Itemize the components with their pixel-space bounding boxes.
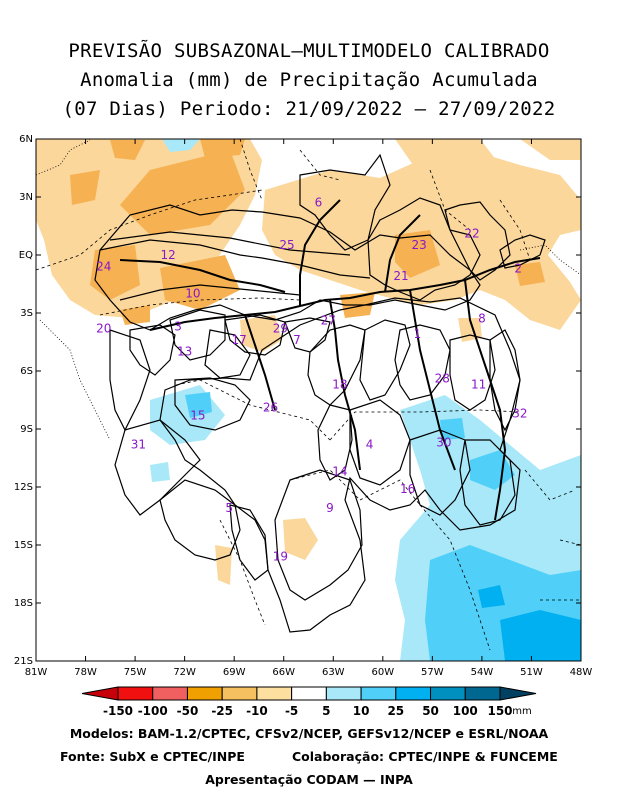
basin-label: 5 bbox=[225, 501, 233, 515]
colorbar-label: 10 bbox=[353, 704, 370, 718]
lat-label: EQ bbox=[19, 250, 33, 261]
colorbar-swatch bbox=[325, 686, 362, 701]
colorbar-label: 50 bbox=[422, 704, 439, 718]
lat-label: 12S bbox=[14, 482, 33, 493]
colorbar-swatch bbox=[256, 686, 293, 701]
basin-label: 7 bbox=[293, 333, 301, 347]
colorbar-swatch bbox=[291, 686, 327, 701]
basin-label: 6 bbox=[315, 196, 323, 210]
basin-label: 20 bbox=[96, 321, 111, 335]
colorbar-label: -150 bbox=[103, 704, 133, 718]
basin-label: 11 bbox=[471, 377, 486, 391]
colorbar: -150 -100 -50 -25 -10 -5 5 10 25 50 100 150 mm bbox=[81, 686, 537, 718]
major-rivers bbox=[119, 199, 541, 521]
basin-outlines bbox=[94, 153, 546, 633]
basin-label: 13 bbox=[177, 345, 192, 359]
basin-label: 19 bbox=[273, 549, 288, 563]
lon-label: 54W bbox=[471, 667, 494, 678]
colorbar-label: -10 bbox=[246, 704, 268, 718]
basin-label: 8 bbox=[478, 312, 486, 326]
lon-label: 75W bbox=[124, 667, 147, 678]
map-frame bbox=[35, 138, 582, 662]
lat-label: 6S bbox=[20, 366, 33, 377]
lon-label: 81W bbox=[25, 667, 48, 678]
political-boundaries bbox=[36, 139, 581, 651]
title-line-3: (07 Dias) Periodo: 21/09/2022 — 27/09/20… bbox=[62, 98, 556, 120]
colorbar-label: 100 bbox=[453, 704, 478, 718]
colorbar-label: -50 bbox=[177, 704, 199, 718]
coastline bbox=[36, 139, 581, 441]
lon-label: 48W bbox=[570, 667, 593, 678]
basin-label: 31 bbox=[131, 437, 146, 451]
colorbar-label: 25 bbox=[387, 704, 404, 718]
colorbar-high-arrow bbox=[499, 686, 537, 701]
lat-label: 6N bbox=[19, 134, 33, 145]
basin-label: 1 bbox=[414, 327, 422, 341]
colorbar-swatch bbox=[221, 686, 258, 701]
basin-label: 12 bbox=[160, 248, 175, 262]
basin-label: 28 bbox=[435, 372, 450, 386]
colorbar-label: -5 bbox=[285, 704, 298, 718]
colorbar-swatch bbox=[395, 686, 432, 701]
lat-label: 9S bbox=[20, 424, 33, 435]
basin-label: 22 bbox=[464, 227, 479, 241]
lat-label: 15S bbox=[14, 540, 33, 551]
footer-source: Fonte: SubX e CPTEC/INPE bbox=[60, 749, 245, 764]
colorbar-label: -100 bbox=[138, 704, 168, 718]
basin-label: 10 bbox=[185, 287, 200, 301]
lon-label: 57W bbox=[421, 667, 444, 678]
title-line-1: PREVISÃO SUBSAZONAL—MULTIMODELO CALIBRAD… bbox=[68, 40, 550, 62]
basin-label: 16 bbox=[400, 482, 415, 496]
lon-label: 60W bbox=[372, 667, 395, 678]
basin-label: 9 bbox=[326, 501, 334, 515]
basin-label: 27 bbox=[321, 314, 336, 328]
lon-label: 51W bbox=[520, 667, 543, 678]
lat-label: 18S bbox=[14, 598, 33, 609]
basin-label: 4 bbox=[366, 437, 374, 451]
lon-label: 72W bbox=[173, 667, 196, 678]
colorbar-label: 5 bbox=[322, 704, 330, 718]
basin-label: 32 bbox=[512, 406, 527, 420]
basin-label: 24 bbox=[96, 259, 111, 273]
basin-label: 21 bbox=[393, 269, 408, 283]
colorbar-low-arrow bbox=[81, 686, 119, 701]
lat-label: 21S bbox=[14, 656, 33, 667]
basin-label: 29 bbox=[273, 321, 288, 335]
basin-labels: 1234567891011121314151617181920212223242… bbox=[96, 196, 527, 564]
basin-label: 15 bbox=[190, 408, 205, 422]
lon-label: 63W bbox=[322, 667, 345, 678]
lon-label: 78W bbox=[74, 667, 97, 678]
lat-label: 3N bbox=[19, 192, 33, 203]
colorbar-unit: mm bbox=[512, 706, 531, 717]
basin-label: 25 bbox=[279, 238, 294, 252]
basin-label: 2 bbox=[514, 261, 522, 275]
footer-collaboration: Colaboração: CPTEC/INPE & FUNCEME bbox=[292, 749, 558, 764]
colorbar-swatch bbox=[464, 686, 501, 701]
footer-presentation: Apresentação CODAM — INPA bbox=[205, 772, 413, 787]
colorbar-swatch bbox=[186, 686, 223, 701]
basin-label: 30 bbox=[436, 435, 451, 449]
basin-label: 26 bbox=[263, 401, 278, 415]
footer-models: Modelos: BAM-1.2/CPTEC, CFSv2/NCEP, GEFS… bbox=[69, 726, 549, 741]
basin-label: 23 bbox=[412, 238, 427, 252]
colorbar-swatch bbox=[360, 686, 397, 701]
colorbar-label: 150 bbox=[487, 704, 512, 718]
colorbar-swatch bbox=[430, 686, 466, 701]
wet-anomaly-strong bbox=[478, 585, 581, 661]
lat-label: 3S bbox=[20, 308, 33, 319]
title-line-2: Anomalia (mm) de Precipitação Acumulada bbox=[80, 69, 538, 91]
basin-label: 14 bbox=[332, 464, 347, 478]
basin-label: 17 bbox=[231, 333, 246, 347]
colorbar-swatch bbox=[152, 686, 188, 701]
basin-label: 3 bbox=[174, 319, 182, 333]
colorbar-label: -25 bbox=[211, 704, 233, 718]
lon-label: 69W bbox=[223, 667, 246, 678]
lon-label: 66W bbox=[272, 667, 295, 678]
basin-label: 18 bbox=[332, 377, 347, 391]
map-field bbox=[36, 139, 581, 661]
colorbar-swatch bbox=[117, 686, 154, 701]
